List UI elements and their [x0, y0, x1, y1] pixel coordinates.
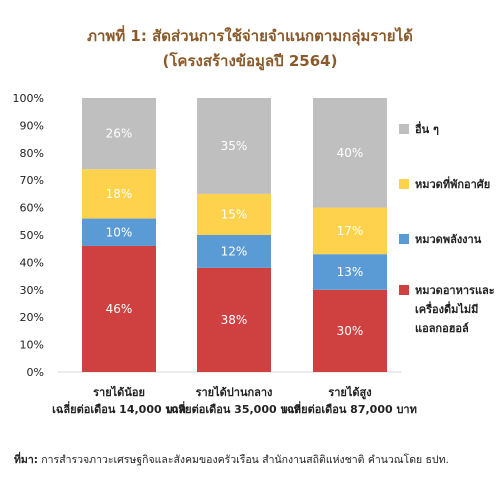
data-label: 26%	[106, 127, 133, 141]
legend-swatch	[399, 234, 409, 244]
y-tick-label: 80%	[20, 147, 44, 160]
bar-segment	[313, 98, 387, 208]
source-note: ที่มา: การสำรวจภาวะเศรษฐกิจและสังคมของคร…	[14, 451, 449, 468]
chart-subtitle: (โครงสร้างข้อมูลปี 2564)	[162, 52, 338, 70]
bar-segment	[197, 98, 271, 194]
legend-swatch	[399, 285, 409, 295]
data-label: 46%	[106, 302, 133, 316]
data-label: 15%	[221, 207, 248, 221]
bar-segment	[313, 207, 387, 255]
source-text: การสำรวจภาวะเศรษฐกิจและสังคมของครัวเรือน…	[41, 454, 449, 466]
bar-segment	[313, 254, 387, 290]
bar-segment	[197, 267, 271, 372]
x-tick-label: รายได้น้อย	[93, 385, 145, 399]
y-tick-label: 10%	[20, 339, 44, 352]
stacked-bar-chart: 0% 10% 20% 30% 40% 50% 60% 70% 80% 90% 100% 46% 10% 1…	[13, 92, 495, 416]
y-tick-label: 100%	[13, 92, 44, 105]
x-tick-label: รายได้สูง	[328, 385, 371, 400]
bar-segment	[82, 98, 156, 170]
bar-segment	[313, 289, 387, 372]
x-tick-sublabel: เฉลี่ยต่อเดือน 35,000 บาท	[167, 401, 301, 416]
legend-swatch	[399, 124, 409, 134]
y-tick-label: 0%	[27, 366, 44, 379]
legend-label: หมวดอาหารและ	[415, 284, 495, 297]
x-tick-sublabel: เฉลี่ยต่อเดือน 14,000 บาท	[52, 401, 186, 416]
x-tick-sublabel: เฉลี่ยต่อเดือน 87,000 บาท	[283, 401, 417, 416]
x-tick-label: รายได้ปานกลาง	[196, 385, 273, 399]
y-tick-label: 20%	[20, 311, 44, 324]
legend-label: หมวดพลังงาน	[415, 233, 482, 246]
y-tick-label: 40%	[20, 256, 44, 269]
bar-segment	[197, 235, 271, 268]
y-tick-label: 30%	[20, 284, 44, 297]
bar-segment	[82, 169, 156, 219]
legend-label: แอลกอฮอล์	[415, 322, 469, 335]
legend-label: เครื่องดื่มไม่มี	[415, 301, 478, 316]
y-tick-label: 90%	[20, 119, 44, 132]
legend-label: อื่น ๆ	[415, 121, 439, 136]
data-label: 30%	[337, 324, 364, 338]
data-label: 13%	[337, 265, 364, 279]
y-tick-label: 70%	[20, 174, 44, 187]
data-label: 17%	[337, 224, 364, 238]
y-tick-label: 60%	[20, 202, 44, 215]
bar-segment	[82, 245, 156, 372]
bar-segment	[82, 218, 156, 246]
bar-segment	[197, 193, 271, 235]
data-label: 12%	[221, 244, 248, 258]
source-label: ที่มา:	[14, 454, 38, 466]
data-label: 40%	[337, 146, 364, 160]
y-tick-label: 50%	[20, 229, 44, 242]
data-label: 35%	[221, 139, 248, 153]
data-label: 10%	[106, 225, 133, 239]
data-label: 18%	[106, 187, 133, 201]
data-label: 38%	[221, 313, 248, 327]
legend-swatch	[399, 179, 409, 189]
chart-title: ภาพที่ 1: สัดส่วนการใช้จ่ายจำแนกตามกลุ่ม…	[87, 27, 413, 45]
legend-label: หมวดที่พักอาศัย	[415, 176, 490, 191]
